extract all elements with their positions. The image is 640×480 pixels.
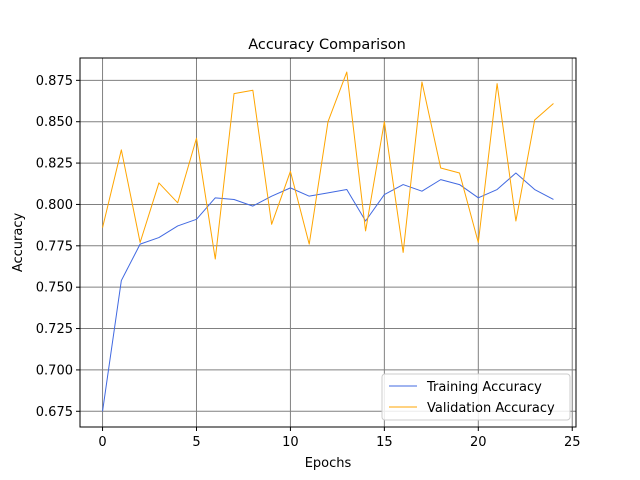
y-tick-label: 0.750 xyxy=(36,281,73,296)
legend-label-validation: Validation Accuracy xyxy=(427,401,555,416)
y-axis-label: Accuracy xyxy=(11,213,26,273)
training-accuracy-line xyxy=(102,172,554,412)
y-tick-label: 0.675 xyxy=(36,405,73,420)
y-tick-label: 0.850 xyxy=(36,115,73,130)
legend-box xyxy=(381,373,571,421)
x-tick-label: 5 xyxy=(192,435,200,450)
chart-title: Accuracy Comparison xyxy=(248,37,406,53)
y-axis-ticks: 0.675 0.700 0.725 0.750 0.775 0.800 0.825 0.850… xyxy=(36,74,80,420)
validation-accuracy-line xyxy=(102,71,554,260)
y-tick-label: 0.700 xyxy=(36,363,73,378)
y-tick-label: 0.875 xyxy=(36,74,73,89)
y-tick-label: 0.775 xyxy=(36,239,73,254)
x-tick-label: 20 xyxy=(470,435,487,450)
series-lines xyxy=(102,71,554,412)
y-tick-label: 0.825 xyxy=(36,157,73,172)
x-tick-label: 25 xyxy=(564,435,581,450)
x-tick-label: 15 xyxy=(376,435,393,450)
x-axis-label: Epochs xyxy=(305,456,352,471)
x-tick-label: 10 xyxy=(282,435,299,450)
plot-frame xyxy=(79,57,577,428)
x-axis-ticks: 0 5 10 15 20 25 xyxy=(98,427,581,450)
x-tick-label: 0 xyxy=(98,435,106,450)
legend: Training Accuracy Validation Accuracy xyxy=(381,373,571,421)
y-tick-label: 0.800 xyxy=(36,198,73,213)
y-tick-label: 0.725 xyxy=(36,322,73,337)
legend-label-training: Training Accuracy xyxy=(426,380,542,395)
